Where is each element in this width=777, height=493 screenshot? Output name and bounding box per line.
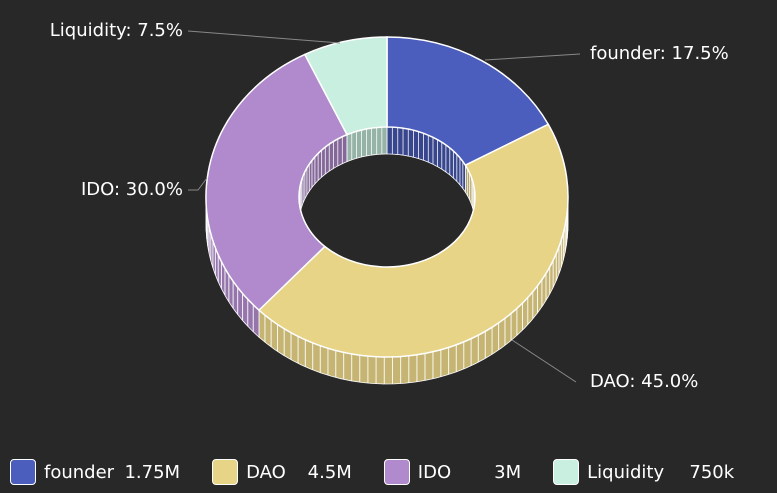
leader-line-ido bbox=[188, 177, 208, 191]
legend-value-ido: 3M bbox=[494, 461, 522, 483]
legend-item-liquidity[interactable]: Liquidity 750k bbox=[553, 459, 734, 485]
legend-swatch-liquidity bbox=[553, 459, 580, 485]
legend-swatch-dao bbox=[212, 459, 239, 485]
leader-line-dao bbox=[511, 339, 577, 383]
legend-swatch-founder bbox=[10, 459, 36, 485]
legend-label-liquidity: Liquidity bbox=[587, 461, 665, 483]
slice-founder[interactable] bbox=[386, 36, 550, 167]
slice-dao[interactable] bbox=[257, 123, 569, 358]
legend-swatch-ido bbox=[383, 459, 410, 485]
legend-item-dao[interactable]: DAO 4.5M bbox=[212, 459, 352, 485]
leader-line-founder bbox=[484, 53, 581, 61]
data-label-liquidity: Liquidity: 7.5% bbox=[50, 20, 183, 41]
leader-line-liquidity bbox=[187, 30, 341, 44]
chart-canvas: founder: 17.5% DAO: 45.0% IDO: 30.0% Liquid… bbox=[50, 20, 729, 392]
slice-liquidity[interactable] bbox=[303, 36, 388, 136]
chart-legend: founder 1.75M DAO 4.5M IDO 3M Liquidity … bbox=[10, 456, 766, 488]
legend-value-founder: 1.75M bbox=[124, 461, 181, 483]
data-label-founder: founder: 17.5% bbox=[590, 43, 729, 64]
legend-value-liquidity: 750k bbox=[689, 461, 735, 483]
legend-value-dao: 4.5M bbox=[307, 461, 352, 483]
legend-label-dao: DAO bbox=[246, 461, 286, 483]
legend-item-founder[interactable]: founder 1.75M bbox=[10, 459, 180, 485]
legend-item-ido[interactable]: IDO 3M bbox=[383, 459, 522, 485]
data-label-ido: IDO: 30.0% bbox=[81, 179, 183, 200]
data-label-dao: DAO: 45.0% bbox=[590, 371, 698, 392]
slice-ido[interactable] bbox=[205, 53, 349, 312]
legend-label-ido: IDO bbox=[417, 461, 452, 483]
legend-label-founder: founder bbox=[44, 461, 115, 483]
